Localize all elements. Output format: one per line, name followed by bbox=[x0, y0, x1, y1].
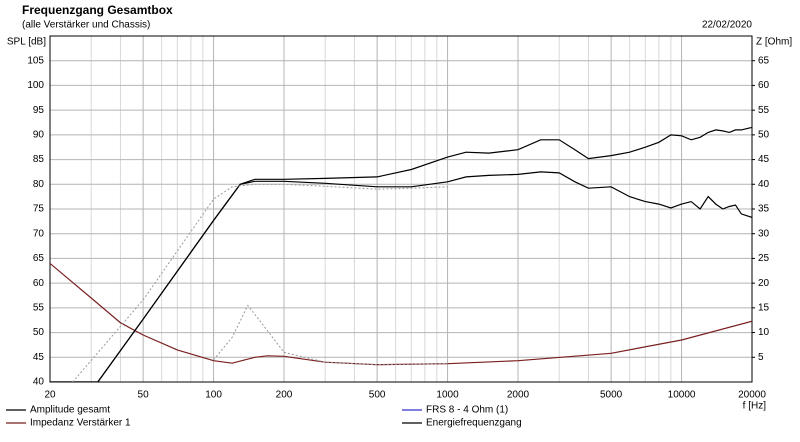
x-tick-label: 2000 bbox=[507, 390, 530, 401]
series-line bbox=[72, 183, 448, 382]
y2-tick-label: 60 bbox=[758, 80, 770, 91]
y2-tick-label: 40 bbox=[758, 179, 770, 190]
x-tick-label: 100 bbox=[205, 390, 222, 401]
x-tick-label: 200 bbox=[276, 390, 293, 401]
y-tick-label: 80 bbox=[33, 179, 45, 190]
y-tick-label: 70 bbox=[33, 228, 45, 239]
y-axis-label: SPL [dB] bbox=[7, 37, 46, 48]
y2-tick-label: 25 bbox=[758, 253, 770, 264]
y2-axis-label: Z [Ohm] bbox=[756, 37, 792, 48]
x-tick-label: 20000 bbox=[738, 390, 766, 401]
chart-subtitle: (alle Verstärker und Chassis) bbox=[22, 20, 150, 31]
legend-label: Amplitude gesamt bbox=[30, 405, 110, 416]
y-tick-label: 90 bbox=[33, 129, 45, 140]
series-line bbox=[50, 171, 752, 382]
y2-tick-label: 55 bbox=[758, 105, 770, 116]
series-group bbox=[50, 126, 752, 382]
x-tick-label: 50 bbox=[138, 390, 150, 401]
y2-tick-label: 50 bbox=[758, 129, 770, 140]
series-line bbox=[50, 262, 752, 366]
y2-tick-label: 45 bbox=[758, 154, 770, 165]
y-tick-label: 95 bbox=[33, 105, 45, 116]
y-tick-label: 105 bbox=[27, 55, 44, 66]
plot-border bbox=[49, 35, 753, 383]
y2-tick-label: 30 bbox=[758, 228, 770, 239]
series-line bbox=[213, 304, 448, 366]
legend-label: FRS 8 - 4 Ohm (1) bbox=[426, 405, 508, 416]
y2-tick-label: 15 bbox=[758, 302, 770, 313]
y-tick-label: 55 bbox=[33, 302, 45, 313]
y-tick-label: 100 bbox=[27, 80, 44, 91]
y-tick-label: 40 bbox=[33, 377, 45, 388]
y-tick-label: 75 bbox=[33, 204, 45, 215]
x-tick-label: 10000 bbox=[668, 390, 696, 401]
x-tick-label: 20 bbox=[44, 390, 56, 401]
y-tick-label: 65 bbox=[33, 253, 45, 264]
y-tick-label: 85 bbox=[33, 154, 45, 165]
y2-tick-label: 20 bbox=[758, 278, 770, 289]
series-line bbox=[50, 126, 752, 382]
chart-date: 22/02/2020 bbox=[702, 20, 752, 31]
y-tick-label: 45 bbox=[33, 352, 45, 363]
chart-title: Frequenzgang Gesamtbox bbox=[22, 3, 173, 17]
y-tick-label: 60 bbox=[33, 278, 45, 289]
y2-tick-label: 35 bbox=[758, 204, 770, 215]
x-tick-label: 1000 bbox=[436, 390, 459, 401]
y2-tick-label: 5 bbox=[758, 352, 764, 363]
x-axis-label: f [Hz] bbox=[743, 401, 767, 412]
y-tick-label: 50 bbox=[33, 327, 45, 338]
legend-label: Energiefrequenzgang bbox=[426, 418, 522, 429]
y2-tick-label: 65 bbox=[758, 55, 770, 66]
legend-label: Impedanz Verstärker 1 bbox=[30, 418, 131, 429]
x-tick-label: 500 bbox=[369, 390, 386, 401]
y2-tick-label: 10 bbox=[758, 327, 770, 338]
x-tick-label: 5000 bbox=[600, 390, 623, 401]
